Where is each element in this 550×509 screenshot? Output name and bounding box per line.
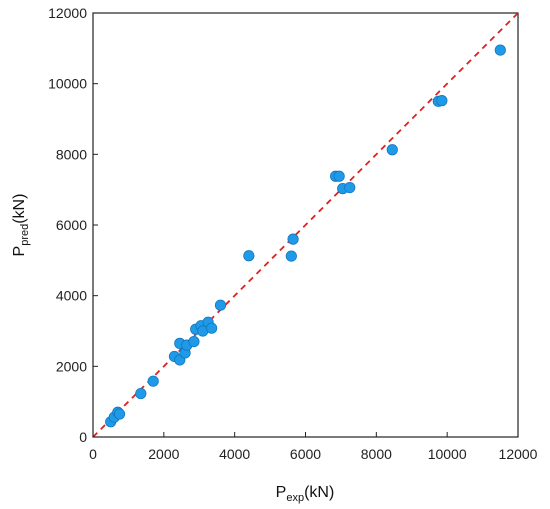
data-points [105, 44, 506, 428]
y-tick-label: 10000 [48, 76, 87, 92]
x-tick-label: 2000 [148, 446, 179, 462]
data-point [214, 299, 227, 311]
x-axis-title-main: P [276, 484, 287, 501]
y-tick-label: 0 [79, 429, 87, 445]
y-tick-label: 12000 [48, 5, 87, 21]
data-point [188, 335, 200, 348]
data-point [494, 44, 506, 56]
data-point [206, 322, 218, 334]
x-axis-ticks: 0 2000 4000 6000 8000 10000 12000 [89, 432, 538, 462]
data-point [135, 387, 147, 400]
y-axis-ticks: 0 2000 4000 6000 8000 10000 12000 [48, 5, 98, 445]
x-tick-label: 12000 [499, 446, 538, 462]
data-point [436, 95, 448, 107]
data-point [285, 250, 297, 262]
x-tick-label: 10000 [428, 446, 467, 462]
x-tick-label: 0 [89, 446, 97, 462]
reference-line-y-equals-x [92, 12, 519, 438]
y-axis-title: Ppred(kN) [11, 194, 31, 257]
data-point [113, 408, 126, 420]
data-point [243, 250, 255, 262]
data-point [333, 170, 345, 182]
x-tick-label: 8000 [361, 446, 392, 462]
x-axis-title-unit: (kN) [304, 484, 334, 501]
x-tick-label: 6000 [290, 446, 321, 462]
y-tick-label: 6000 [56, 217, 87, 233]
y-axis-title-main: P [11, 246, 28, 257]
data-point [287, 233, 299, 245]
y-axis-title-sub: pred [19, 224, 31, 246]
data-point [386, 144, 398, 156]
y-tick-label: 4000 [56, 288, 87, 304]
x-axis-title-sub: exp [286, 492, 304, 504]
y-axis-title-unit: (kN) [11, 194, 28, 224]
data-point [147, 375, 159, 387]
x-tick-label: 4000 [219, 446, 250, 462]
y-tick-label: 2000 [56, 358, 87, 374]
plot-area [92, 12, 519, 438]
y-tick-label: 8000 [56, 146, 87, 162]
data-point [344, 181, 356, 194]
x-axis-title: Pexp(kN) [276, 484, 335, 504]
